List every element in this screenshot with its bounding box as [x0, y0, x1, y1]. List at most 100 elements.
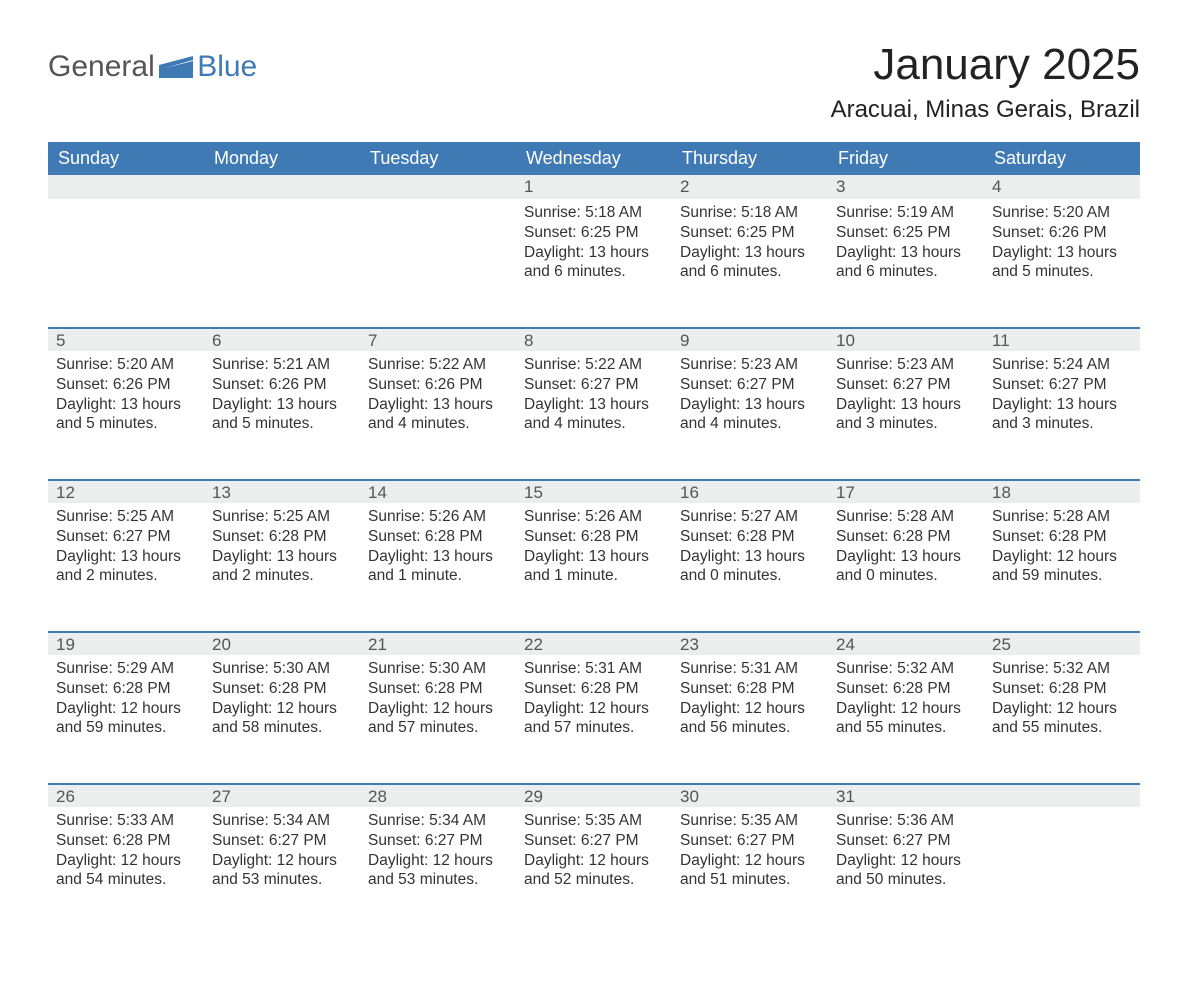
sunrise-line: Sunrise: 5:23 AM: [836, 355, 976, 375]
day-number: 18: [984, 479, 1140, 503]
day-number: 27: [204, 783, 360, 807]
day-cell: [360, 199, 516, 327]
day-number: 20: [204, 631, 360, 655]
daylight-line: Daylight: 13 hours and 5 minutes.: [56, 395, 196, 435]
day-number: 11: [984, 327, 1140, 351]
sunrise-line: Sunrise: 5:24 AM: [992, 355, 1132, 375]
weekday-header: Wednesday: [516, 142, 672, 175]
sunrise-line: Sunrise: 5:33 AM: [56, 811, 196, 831]
header-row: General Blue January 2025 Aracuai, Minas…: [48, 40, 1140, 138]
sunrise-line: Sunrise: 5:34 AM: [212, 811, 352, 831]
sunrise-line: Sunrise: 5:22 AM: [368, 355, 508, 375]
day-number: 6: [204, 327, 360, 351]
daylight-line: Daylight: 13 hours and 5 minutes.: [992, 243, 1132, 283]
day-cell: Sunrise: 5:36 AMSunset: 6:27 PMDaylight:…: [828, 807, 984, 935]
daylight-line: Daylight: 12 hours and 57 minutes.: [368, 699, 508, 739]
daylight-line: Daylight: 12 hours and 51 minutes.: [680, 851, 820, 891]
day-cell: [984, 807, 1140, 935]
sunrise-line: Sunrise: 5:20 AM: [992, 203, 1132, 223]
daylight-line: Daylight: 13 hours and 5 minutes.: [212, 395, 352, 435]
sunrise-line: Sunrise: 5:20 AM: [56, 355, 196, 375]
day-cell: Sunrise: 5:27 AMSunset: 6:28 PMDaylight:…: [672, 503, 828, 631]
daylight-line: Daylight: 13 hours and 6 minutes.: [680, 243, 820, 283]
day-cell: Sunrise: 5:25 AMSunset: 6:28 PMDaylight:…: [204, 503, 360, 631]
sunset-line: Sunset: 6:27 PM: [524, 831, 664, 851]
sunset-line: Sunset: 6:26 PM: [56, 375, 196, 395]
sunset-line: Sunset: 6:27 PM: [56, 527, 196, 547]
daylight-line: Daylight: 13 hours and 2 minutes.: [56, 547, 196, 587]
daylight-line: Daylight: 13 hours and 4 minutes.: [524, 395, 664, 435]
sunrise-line: Sunrise: 5:28 AM: [992, 507, 1132, 527]
weekday-header: Sunday: [48, 142, 204, 175]
brand-word2: Blue: [197, 50, 257, 83]
sunset-line: Sunset: 6:28 PM: [368, 679, 508, 699]
sunset-line: Sunset: 6:26 PM: [368, 375, 508, 395]
day-number: 24: [828, 631, 984, 655]
location-subtitle: Aracuai, Minas Gerais, Brazil: [831, 96, 1140, 124]
day-cell: Sunrise: 5:28 AMSunset: 6:28 PMDaylight:…: [984, 503, 1140, 631]
day-number: 23: [672, 631, 828, 655]
daylight-line: Daylight: 12 hours and 50 minutes.: [836, 851, 976, 891]
sunset-line: Sunset: 6:28 PM: [56, 679, 196, 699]
day-cell: Sunrise: 5:32 AMSunset: 6:28 PMDaylight:…: [984, 655, 1140, 783]
sunrise-line: Sunrise: 5:22 AM: [524, 355, 664, 375]
calendar-body: 1234Sunrise: 5:18 AMSunset: 6:25 PMDayli…: [48, 175, 1140, 935]
sunrise-line: Sunrise: 5:23 AM: [680, 355, 820, 375]
day-cell: Sunrise: 5:20 AMSunset: 6:26 PMDaylight:…: [48, 351, 204, 479]
month-title: January 2025: [831, 40, 1140, 90]
sunset-line: Sunset: 6:28 PM: [212, 527, 352, 547]
day-number: 17: [828, 479, 984, 503]
sunset-line: Sunset: 6:25 PM: [836, 223, 976, 243]
title-block: January 2025 Aracuai, Minas Gerais, Braz…: [831, 40, 1140, 138]
daylight-line: Daylight: 13 hours and 1 minute.: [368, 547, 508, 587]
day-cell: Sunrise: 5:18 AMSunset: 6:25 PMDaylight:…: [672, 199, 828, 327]
brand-logo: General Blue: [48, 52, 257, 82]
day-cell: Sunrise: 5:18 AMSunset: 6:25 PMDaylight:…: [516, 199, 672, 327]
day-cell: Sunrise: 5:25 AMSunset: 6:27 PMDaylight:…: [48, 503, 204, 631]
day-number: 25: [984, 631, 1140, 655]
day-cell: [48, 199, 204, 327]
daylight-line: Daylight: 13 hours and 0 minutes.: [836, 547, 976, 587]
calendar-page: General Blue January 2025 Aracuai, Minas…: [0, 0, 1188, 995]
day-number: 4: [984, 175, 1140, 199]
sunrise-line: Sunrise: 5:27 AM: [680, 507, 820, 527]
brand-word1: General: [48, 52, 155, 82]
daylight-line: Daylight: 12 hours and 55 minutes.: [992, 699, 1132, 739]
sunset-line: Sunset: 6:26 PM: [992, 223, 1132, 243]
daylight-line: Daylight: 13 hours and 3 minutes.: [836, 395, 976, 435]
sunrise-line: Sunrise: 5:21 AM: [212, 355, 352, 375]
day-number: 16: [672, 479, 828, 503]
weekday-header: Tuesday: [360, 142, 516, 175]
day-cell: Sunrise: 5:28 AMSunset: 6:28 PMDaylight:…: [828, 503, 984, 631]
sunrise-line: Sunrise: 5:30 AM: [368, 659, 508, 679]
daylight-line: Daylight: 13 hours and 0 minutes.: [680, 547, 820, 587]
sunset-line: Sunset: 6:28 PM: [368, 527, 508, 547]
daylight-line: Daylight: 13 hours and 2 minutes.: [212, 547, 352, 587]
day-cell: Sunrise: 5:26 AMSunset: 6:28 PMDaylight:…: [516, 503, 672, 631]
day-cell: Sunrise: 5:35 AMSunset: 6:27 PMDaylight:…: [516, 807, 672, 935]
daylight-line: Daylight: 12 hours and 53 minutes.: [368, 851, 508, 891]
day-number: 1: [516, 175, 672, 199]
sunrise-line: Sunrise: 5:32 AM: [992, 659, 1132, 679]
sunrise-line: Sunrise: 5:18 AM: [524, 203, 664, 223]
daylight-line: Daylight: 13 hours and 3 minutes.: [992, 395, 1132, 435]
sunrise-line: Sunrise: 5:30 AM: [212, 659, 352, 679]
day-cell: Sunrise: 5:34 AMSunset: 6:27 PMDaylight:…: [204, 807, 360, 935]
day-cell: Sunrise: 5:30 AMSunset: 6:28 PMDaylight:…: [360, 655, 516, 783]
calendar-header: SundayMondayTuesdayWednesdayThursdayFrid…: [48, 142, 1140, 175]
sunset-line: Sunset: 6:28 PM: [680, 527, 820, 547]
sunrise-line: Sunrise: 5:26 AM: [368, 507, 508, 527]
day-number: 19: [48, 631, 204, 655]
sunrise-line: Sunrise: 5:26 AM: [524, 507, 664, 527]
sunset-line: Sunset: 6:28 PM: [992, 679, 1132, 699]
day-number: 26: [48, 783, 204, 807]
day-cell: Sunrise: 5:26 AMSunset: 6:28 PMDaylight:…: [360, 503, 516, 631]
day-number: 29: [516, 783, 672, 807]
sunset-line: Sunset: 6:27 PM: [836, 375, 976, 395]
weekday-header: Saturday: [984, 142, 1140, 175]
sunset-line: Sunset: 6:27 PM: [524, 375, 664, 395]
day-cell: [204, 199, 360, 327]
daylight-line: Daylight: 13 hours and 4 minutes.: [368, 395, 508, 435]
day-cell: Sunrise: 5:23 AMSunset: 6:27 PMDaylight:…: [828, 351, 984, 479]
day-cell: Sunrise: 5:29 AMSunset: 6:28 PMDaylight:…: [48, 655, 204, 783]
